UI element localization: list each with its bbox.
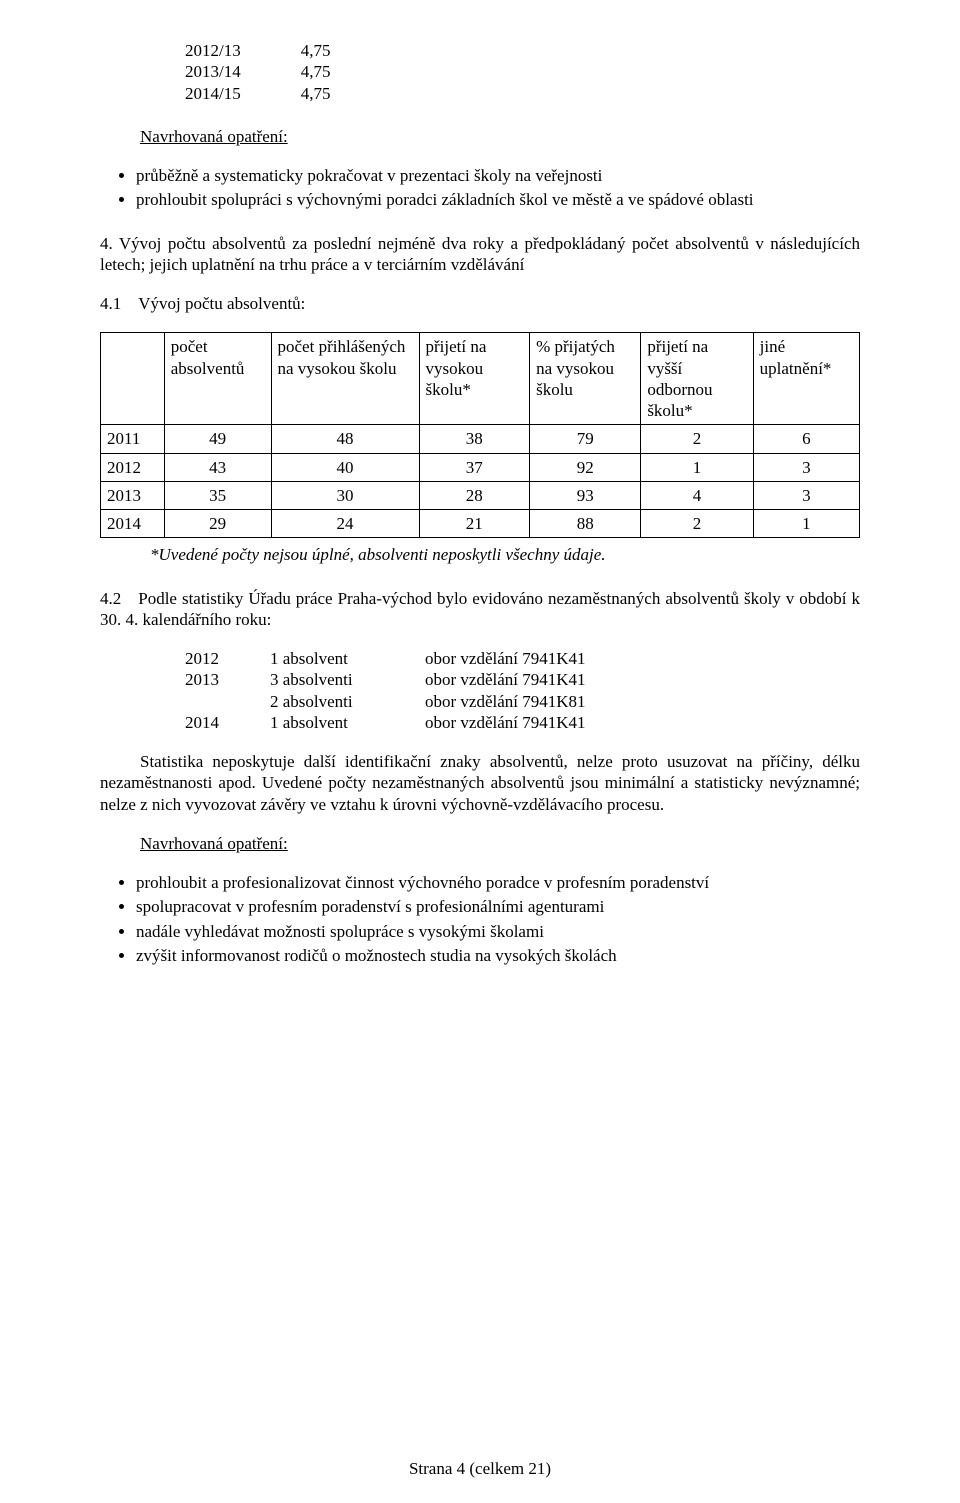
cell: 38 [419, 425, 530, 453]
u-count-0: 1 absolvent [270, 648, 425, 669]
list-item: nadále vyhledávat možnosti spolupráce s … [136, 921, 860, 942]
cell: 35 [164, 481, 271, 509]
u-spec-2: obor vzdělání 7941K81 [425, 691, 586, 712]
cell-year: 2013 [101, 481, 165, 509]
table-row: 2011 49 48 38 79 2 6 [101, 425, 860, 453]
top-year-2: 2014/15 [185, 83, 301, 104]
section-4-title: 4. Vývoj počtu absolventů za poslední ne… [100, 233, 860, 276]
cell: 79 [530, 425, 641, 453]
col-accepted-uni: přijetí na vysokou školu* [419, 333, 530, 425]
page: 2012/13 4,75 2013/14 4,75 2014/15 4,75 N… [0, 0, 960, 1503]
list-item: prohloubit spolupráci s výchovnými porad… [136, 189, 860, 210]
top-values-block: 2012/13 4,75 2013/14 4,75 2014/15 4,75 [185, 40, 390, 104]
measures-heading-1: Navrhovaná opatření: [140, 126, 860, 147]
stats-paragraph: Statistika neposkytuje další identifikač… [100, 751, 860, 815]
section-4-1-title: 4.1 Vývoj počtu absolventů: [100, 293, 860, 314]
u-spec-0: obor vzdělání 7941K41 [425, 648, 586, 669]
cell: 48 [271, 425, 419, 453]
top-year-1: 2013/14 [185, 61, 301, 82]
u-year-1: 2013 [185, 669, 270, 690]
measures-heading-1-text: Navrhovaná opatření: [140, 127, 288, 146]
u-count-3: 1 absolvent [270, 712, 425, 733]
top-val-2: 4,75 [301, 83, 391, 104]
top-val-1: 4,75 [301, 61, 391, 82]
cell-year: 2012 [101, 453, 165, 481]
section-4-2-intro: 4.2 Podle statistiky Úřadu práce Praha-v… [100, 588, 860, 631]
col-accepted-voc: přijetí na vyšší odbornou školu* [641, 333, 753, 425]
cell: 30 [271, 481, 419, 509]
table-header-row: počet absolventů počet přihlášených na v… [101, 333, 860, 425]
col-applied: počet přihlášených na vysokou školu [271, 333, 419, 425]
col-count-grads: počet absolventů [164, 333, 271, 425]
cell: 43 [164, 453, 271, 481]
cell: 28 [419, 481, 530, 509]
list-item: spolupracovat v profesním poradenství s … [136, 896, 860, 917]
list-item: průběžně a systematicky pokračovat v pre… [136, 165, 860, 186]
cell: 3 [753, 481, 859, 509]
cell: 92 [530, 453, 641, 481]
u-spec-1: obor vzdělání 7941K41 [425, 669, 586, 690]
cell: 2 [641, 425, 753, 453]
cell: 3 [753, 453, 859, 481]
cell: 49 [164, 425, 271, 453]
table-row: 2012 43 40 37 92 1 3 [101, 453, 860, 481]
graduates-table: počet absolventů počet přihlášených na v… [100, 332, 860, 538]
top-year-0: 2012/13 [185, 40, 301, 61]
cell-year: 2011 [101, 425, 165, 453]
list-item: prohloubit a profesionalizovat činnost v… [136, 872, 860, 893]
unemployment-block: 2012 1 absolvent obor vzdělání 7941K41 2… [185, 648, 586, 733]
cell: 88 [530, 510, 641, 538]
u-year-3: 2014 [185, 712, 270, 733]
list-item: zvýšit informovanost rodičů o možnostech… [136, 945, 860, 966]
measures-heading-2-text: Navrhovaná opatření: [140, 834, 288, 853]
cell: 93 [530, 481, 641, 509]
cell: 1 [641, 453, 753, 481]
page-footer: Strana 4 (celkem 21) [0, 1458, 960, 1479]
col-other: jiné uplatnění* [753, 333, 859, 425]
cell: 4 [641, 481, 753, 509]
col-blank [101, 333, 165, 425]
top-val-0: 4,75 [301, 40, 391, 61]
u-count-2: 2 absolventi [270, 691, 425, 712]
measures-list-2: prohloubit a profesionalizovat činnost v… [100, 872, 860, 966]
cell: 6 [753, 425, 859, 453]
cell: 40 [271, 453, 419, 481]
cell: 1 [753, 510, 859, 538]
cell: 24 [271, 510, 419, 538]
table-row: 2014 29 24 21 88 2 1 [101, 510, 860, 538]
cell: 21 [419, 510, 530, 538]
measures-list-1: průběžně a systematicky pokračovat v pre… [100, 165, 860, 211]
u-spec-3: obor vzdělání 7941K41 [425, 712, 586, 733]
cell: 37 [419, 453, 530, 481]
u-count-1: 3 absolventi [270, 669, 425, 690]
col-pct-accepted: % přijatých na vysokou školu [530, 333, 641, 425]
u-year-0: 2012 [185, 648, 270, 669]
measures-heading-2: Navrhovaná opatření: [140, 833, 860, 854]
cell-year: 2014 [101, 510, 165, 538]
cell: 29 [164, 510, 271, 538]
cell: 2 [641, 510, 753, 538]
table-footnote: *Uvedené počty nejsou úplné, absolventi … [150, 544, 860, 565]
u-year-2 [185, 691, 270, 712]
table-row: 2013 35 30 28 93 4 3 [101, 481, 860, 509]
